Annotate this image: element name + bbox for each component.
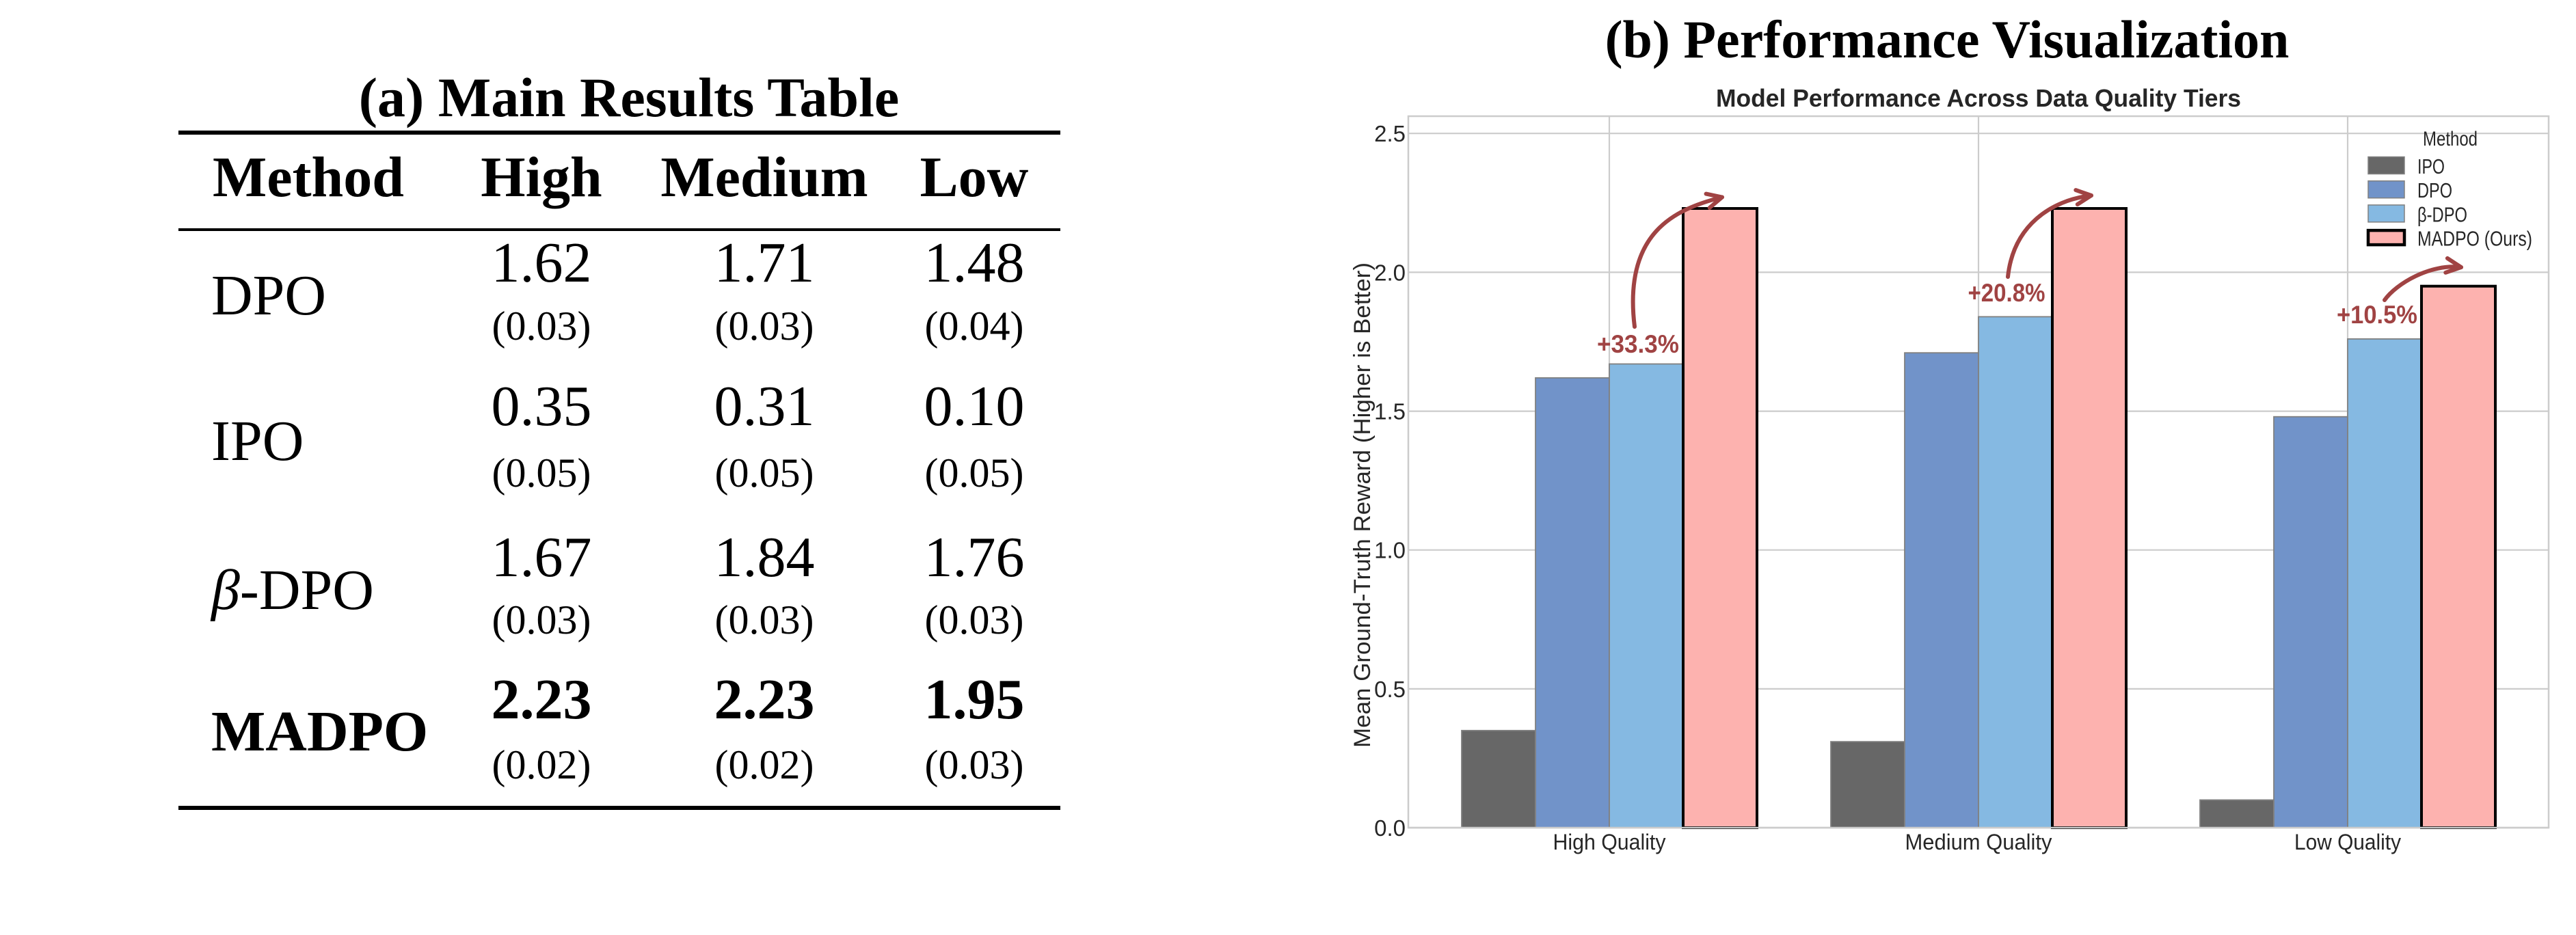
svg-text:Low Quality: Low Quality bbox=[2294, 830, 2401, 854]
svg-text:β-DPO: β-DPO bbox=[2417, 202, 2467, 226]
svg-text:+20.8%: +20.8% bbox=[1968, 279, 2045, 307]
svg-text:DPO: DPO bbox=[2417, 178, 2452, 202]
svg-text:Mean Ground-Truth Reward (High: Mean Ground-Truth Reward (Higher is Bett… bbox=[1350, 262, 1376, 748]
svg-text:1.5: 1.5 bbox=[1374, 399, 1406, 424]
svg-text:MADPO (Ours): MADPO (Ours) bbox=[2417, 227, 2532, 251]
svg-text:2.5: 2.5 bbox=[1374, 121, 1406, 146]
svg-text:+10.5%: +10.5% bbox=[2337, 301, 2417, 329]
svg-text:1.0: 1.0 bbox=[1374, 538, 1406, 563]
svg-text:0.0: 0.0 bbox=[1374, 815, 1406, 841]
svg-text:(b) Performance Visualization: (b) Performance Visualization bbox=[1605, 10, 2290, 69]
svg-text:IPO: IPO bbox=[2417, 154, 2445, 178]
svg-text:Medium Quality: Medium Quality bbox=[1905, 830, 2052, 854]
svg-text:2.0: 2.0 bbox=[1374, 260, 1406, 285]
svg-text:0.5: 0.5 bbox=[1374, 677, 1406, 702]
svg-text:Model Performance Across Data: Model Performance Across Data Quality Ti… bbox=[1716, 84, 2241, 112]
svg-text:Method: Method bbox=[2423, 128, 2478, 150]
svg-text:+33.3%: +33.3% bbox=[1597, 330, 1679, 358]
svg-text:High Quality: High Quality bbox=[1553, 830, 1666, 854]
